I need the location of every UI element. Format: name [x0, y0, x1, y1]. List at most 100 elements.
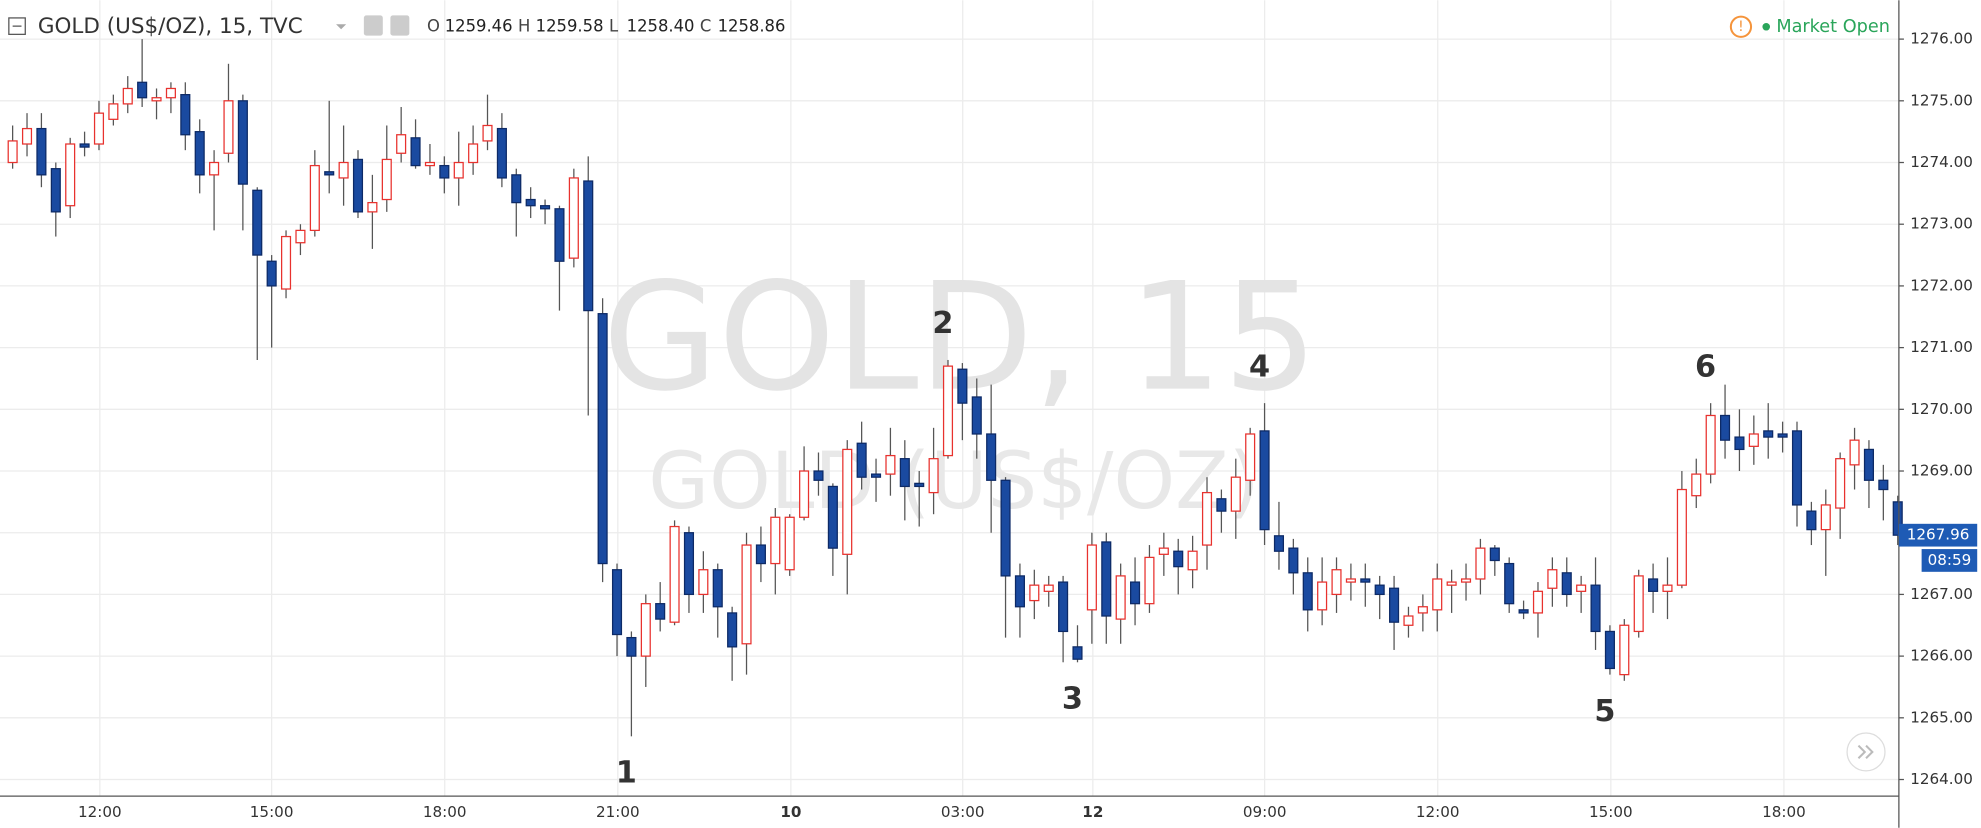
candle-body-up	[223, 100, 234, 154]
y-tick-label: 1265.00	[1910, 708, 1973, 726]
candle-body-up	[1705, 414, 1716, 475]
candle-body-down	[1489, 547, 1500, 562]
candle-body-up	[108, 103, 119, 120]
candle-body-down	[1648, 578, 1659, 592]
candle-body-up	[799, 470, 810, 518]
x-tick-label: 15:00	[250, 803, 294, 821]
candle-body-up	[1403, 615, 1414, 626]
candle-body-up	[1532, 590, 1544, 614]
wave-label: 6	[1695, 349, 1716, 384]
candle-body-up	[1317, 581, 1328, 611]
header: GOLD (US$/OZ), 15, TVC O 1259.46 H 1259.58 L…	[8, 14, 1890, 39]
x-tick-label: 10	[780, 803, 801, 821]
candle-body-up	[165, 87, 176, 99]
watermark-small: GOLD (US$/OZ)	[648, 436, 1259, 527]
candle-body-up	[1460, 578, 1472, 583]
countdown-tag	[1921, 549, 1978, 572]
collapse-icon[interactable]	[8, 17, 26, 35]
y-tick-label: 1274.00	[1910, 153, 1973, 171]
x-tick-label: 03:00	[941, 803, 985, 821]
candle-body-up	[1144, 556, 1155, 605]
x-tick-label: 12:00	[1416, 803, 1460, 821]
candle-body-down	[1389, 587, 1400, 623]
candle-body-down	[1806, 510, 1817, 531]
ohlc-value: 1259.46	[445, 16, 513, 35]
candle-body-up	[1619, 624, 1630, 676]
market-status: Market Open	[1776, 17, 1890, 37]
y-tick-label: 1270.00	[1910, 400, 1973, 418]
candle-body-up	[1245, 433, 1256, 481]
candle-body-up	[1633, 575, 1644, 633]
candle-body-down	[597, 313, 608, 565]
candle-body-up	[7, 140, 18, 164]
candle-body-up	[1446, 581, 1457, 586]
candle-body-down	[194, 131, 205, 176]
scroll-button[interactable]	[1846, 732, 1886, 772]
candle-body-up	[1432, 578, 1443, 611]
y-tick-label: 1267.00	[1910, 585, 1973, 603]
candle-body-down	[827, 485, 838, 549]
candle-body-down	[583, 180, 594, 312]
candle-body-up	[885, 454, 896, 475]
eye-icon[interactable]	[363, 15, 383, 36]
candle-body-down	[813, 470, 824, 481]
candle-body-down	[1719, 414, 1731, 441]
x-tick-label: 12	[1082, 803, 1103, 821]
candle-body-up	[1691, 473, 1702, 497]
ohlc-value: 1258.40	[627, 16, 695, 35]
candle-body-down	[1763, 430, 1774, 438]
candle-body-up	[784, 516, 795, 571]
alert-icon[interactable]	[1729, 15, 1753, 38]
candle-body-down	[870, 473, 882, 478]
candle-body-down	[1360, 578, 1371, 583]
candle-body-down	[1130, 581, 1141, 605]
candle-body-up	[942, 365, 954, 457]
settings-icon[interactable]	[390, 15, 410, 36]
candle-body-down	[1518, 609, 1529, 614]
candle-body-up	[698, 569, 709, 596]
candle-body-down	[1014, 575, 1025, 608]
dropdown-icon[interactable]	[336, 24, 347, 30]
candle-body-up	[1158, 547, 1169, 555]
candle-body-down	[36, 127, 47, 176]
candle-body-down	[511, 174, 522, 204]
candle-body-down	[50, 168, 61, 213]
candle-body-up	[21, 127, 33, 145]
wave-label: 2	[932, 306, 953, 341]
candle-body-down	[266, 260, 277, 287]
candle-body-down	[1259, 430, 1270, 531]
candle-body-up	[1748, 433, 1759, 447]
candle-body-up	[640, 603, 651, 657]
x-tick-label: 09:00	[1243, 803, 1287, 821]
candle-body-down	[237, 100, 248, 185]
candle-body-down	[352, 158, 364, 213]
candle-body-down	[1878, 479, 1889, 491]
symbol-title: GOLD (US$/OZ), 15, TVC	[38, 14, 303, 39]
candle-body-up	[122, 87, 133, 105]
candle-body-up	[1029, 584, 1040, 602]
candle-body-down	[1590, 584, 1601, 633]
candle-body-down	[1288, 547, 1299, 574]
candle-body-up	[367, 201, 378, 213]
candle-body-down	[1504, 562, 1515, 605]
candle-body-down	[1000, 479, 1011, 577]
annotations: 1 2 3 4 5 6	[616, 306, 1716, 791]
ohlc-value: 1258.86	[718, 16, 786, 35]
candle-body-up	[1676, 488, 1687, 586]
axes: 1264.001265.001266.001267.001268.001269.…	[78, 30, 1978, 821]
candle-body-up	[568, 177, 579, 259]
candle-body-up	[770, 516, 781, 565]
candle-body-down	[1561, 572, 1572, 596]
candles	[7, 39, 1903, 737]
candle-body-down	[180, 94, 191, 136]
alert-icon-mark: !	[1738, 19, 1744, 35]
candle-body-down	[252, 189, 263, 256]
y-tick-label: 1271.00	[1910, 338, 1973, 356]
candle-body-up	[1331, 569, 1342, 596]
y-tick-label: 1269.00	[1910, 462, 1973, 480]
candle-body-down	[1863, 448, 1875, 481]
candle-body-down	[1216, 498, 1227, 512]
